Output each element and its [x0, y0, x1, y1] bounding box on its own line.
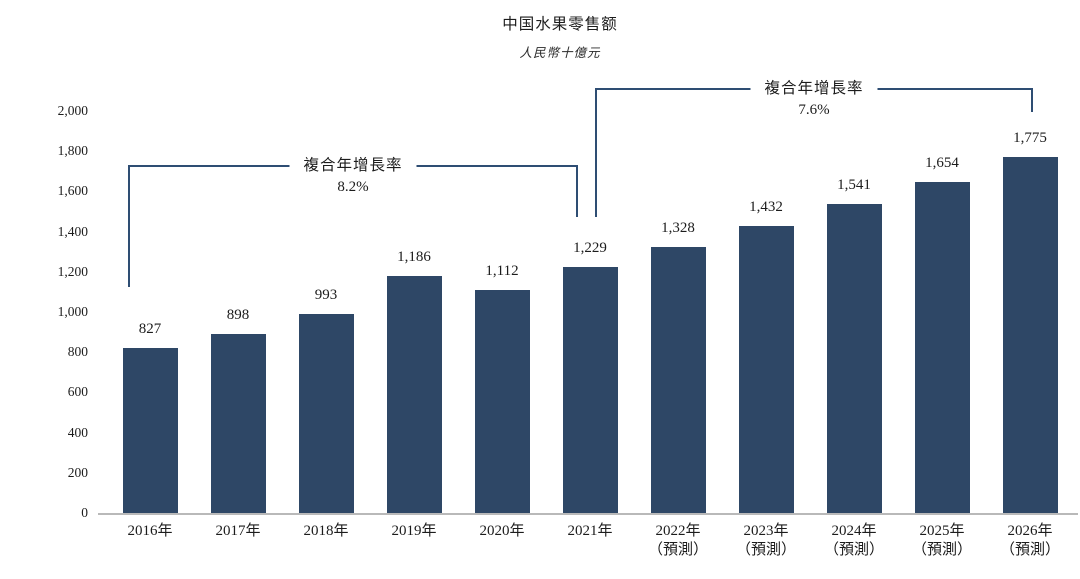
y-axis-tick-label: 1,000: [57, 304, 88, 319]
cagr-percent: 7.6%: [798, 102, 830, 118]
x-axis-year: 2020年: [479, 523, 525, 539]
x-axis-year: 2021年: [567, 523, 613, 539]
cagr-bracket-left-leg: [595, 88, 597, 217]
bar-value-label: 1,186: [397, 248, 431, 265]
y-axis-tick-label: 800: [67, 344, 88, 360]
x-axis-category-label: 2026年 （預測）: [984, 522, 1076, 560]
bar-value-label: 1,775: [1013, 130, 1047, 147]
bar-value-label: 827: [138, 320, 162, 337]
x-axis-category-label: 2024年 （預測）: [808, 522, 900, 560]
bar-2026年: [1002, 157, 1058, 514]
bar-2021年: [562, 266, 618, 514]
x-axis-category-label: 2022年 （預測）: [632, 522, 724, 560]
x-axis-line: [98, 513, 1078, 515]
bar-2020年: [474, 290, 530, 514]
bar-value-label: 1,541: [837, 177, 871, 194]
bar-2023年: [738, 226, 794, 514]
cagr-label: 複合年增長率: [289, 156, 417, 176]
x-axis-category-label: 2019年: [368, 522, 460, 541]
bar-value-label: 1,432: [749, 199, 783, 216]
y-axis-tick-label: 400: [67, 424, 88, 440]
x-axis-forecast-note: （預測）: [911, 542, 972, 558]
y-axis-tick-label: 1,800: [57, 143, 88, 159]
x-axis-category-label: 2021年: [544, 522, 636, 541]
x-axis-year: 2026年: [1007, 523, 1053, 539]
cagr-label: 複合年增長率: [750, 79, 878, 99]
x-axis-category-label: 2020年: [456, 522, 548, 541]
bar-value-label: 1,654: [925, 154, 959, 171]
bar-2017年: [210, 333, 266, 514]
x-axis-year: 2025年: [919, 523, 965, 539]
bar-2016年: [122, 347, 178, 514]
x-axis-year: 2019年: [391, 523, 437, 539]
bar-2018年: [298, 314, 354, 514]
y-axis-tick-label: 1,200: [57, 263, 88, 279]
x-axis-category-label: 2016年: [104, 522, 196, 541]
x-axis-forecast-note: （預測）: [999, 542, 1060, 558]
y-axis-tick-label: 0: [81, 505, 88, 520]
cagr-bracket-left-leg: [128, 165, 130, 287]
y-axis-tick-label: 600: [67, 384, 88, 400]
bar-value-label: 993: [314, 287, 338, 304]
x-axis-year: 2018年: [303, 523, 349, 539]
y-axis-tick-label: 1,400: [57, 223, 88, 239]
bar-2025年: [914, 181, 970, 514]
bar-value-label: 1,328: [661, 220, 695, 237]
bar-value-label: 898: [226, 306, 250, 323]
y-axis-tick-label: 200: [67, 464, 88, 480]
bar-value-label: 1,112: [485, 263, 519, 280]
cagr-bracket-right-leg: [576, 165, 578, 217]
x-axis-forecast-note: （預測）: [647, 542, 708, 558]
x-axis-category-label: 2017年: [192, 522, 284, 541]
y-axis-tick-label: 1,600: [57, 183, 88, 199]
x-axis-forecast-note: （預測）: [823, 542, 884, 558]
cagr-percent: 8.2%: [337, 179, 369, 195]
x-axis-year: 2024年: [831, 523, 877, 539]
chart-unit-label: 人民幣十億元: [519, 46, 601, 60]
chart-title: 中国水果零售额: [502, 16, 618, 33]
x-axis-category-label: 2018年: [280, 522, 372, 541]
x-axis-year: 2016年: [127, 523, 173, 539]
bar-2024年: [826, 204, 882, 514]
x-axis-year: 2017年: [215, 523, 261, 539]
x-axis-category-label: 2025年 （預測）: [896, 522, 988, 560]
bar-2022年: [650, 247, 706, 514]
cagr-bracket-right-leg: [1031, 88, 1033, 112]
x-axis-year: 2022年: [655, 523, 701, 539]
x-axis-category-label: 2023年 （預測）: [720, 522, 812, 560]
x-axis-forecast-note: （預測）: [735, 542, 796, 558]
bar-2019年: [386, 275, 442, 514]
x-axis-year: 2023年: [743, 523, 789, 539]
bar-value-label: 1,229: [573, 239, 607, 256]
y-axis-tick-label: 2,000: [57, 103, 88, 118]
